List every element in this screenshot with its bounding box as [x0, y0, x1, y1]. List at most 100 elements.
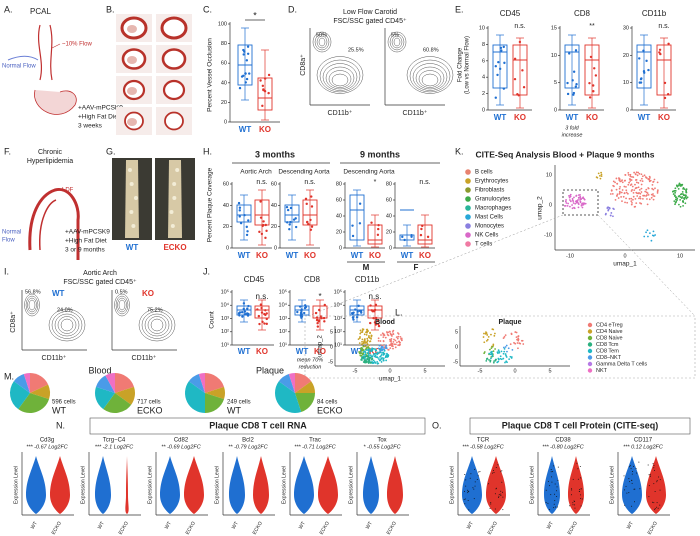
dot: [294, 225, 298, 229]
dot: [634, 501, 636, 503]
dot: [246, 307, 249, 310]
dot: [296, 310, 299, 314]
dot: [369, 354, 372, 357]
dot: [623, 475, 625, 477]
dot: [373, 310, 376, 313]
contour: [312, 31, 332, 53]
dot: [489, 507, 491, 509]
significance: *: [374, 179, 377, 186]
dot: [371, 355, 374, 358]
dot: [685, 197, 688, 200]
label: umap_2: [537, 196, 544, 220]
dot: [373, 321, 377, 324]
label: Normal: [2, 230, 21, 236]
dot: [632, 195, 635, 198]
dot: [500, 490, 502, 492]
violin: [26, 456, 46, 514]
group-label: KO: [259, 125, 271, 134]
dot: [608, 206, 611, 209]
dot: [554, 483, 556, 485]
dot: [369, 340, 372, 343]
dot: [246, 52, 250, 55]
dot: [261, 84, 265, 88]
dot: [612, 215, 614, 218]
pie-slice: [278, 373, 295, 393]
dot: [626, 192, 629, 195]
label: WT: [30, 521, 39, 531]
dot: [485, 359, 488, 362]
dot: [499, 355, 502, 358]
dot: [467, 492, 469, 494]
label: ~10% Flow: [62, 42, 93, 48]
dot: [574, 85, 578, 88]
label: Expression Level: [449, 466, 455, 504]
dot: [384, 336, 387, 339]
dot: [631, 201, 633, 204]
dot: [576, 462, 578, 464]
dot: [646, 229, 649, 232]
dot: [463, 499, 465, 501]
dot: [388, 330, 391, 333]
label: FSC/SSC gated CD45⁺: [63, 279, 137, 286]
dot: [363, 333, 366, 336]
dot: [656, 181, 659, 184]
dot: [577, 197, 580, 199]
dot: [596, 176, 599, 179]
shape: [584, 44, 600, 96]
group-label: KO: [658, 113, 670, 122]
pie-slice: [205, 386, 225, 400]
dot: [509, 343, 512, 346]
dot: [629, 180, 632, 182]
group-label: WT: [238, 251, 251, 260]
dot: [654, 187, 656, 190]
dot: [676, 199, 678, 202]
dot: [243, 213, 246, 217]
dot: [502, 45, 505, 49]
dot: [572, 70, 576, 73]
group-label: WT: [566, 113, 579, 122]
dot: [550, 468, 552, 470]
label: Expression Level: [80, 466, 86, 504]
dot: [569, 200, 572, 203]
dot: [500, 350, 503, 353]
label: T cells: [475, 242, 492, 248]
dot: [518, 342, 521, 345]
group-label: WT: [239, 125, 252, 134]
dot: [581, 498, 583, 500]
label: CD11b⁺: [42, 355, 67, 362]
dot: [403, 238, 406, 242]
dot: [633, 465, 635, 467]
significance: n.s.: [658, 23, 669, 30]
dot: [649, 474, 651, 476]
dot: [620, 196, 622, 198]
dot: [614, 198, 617, 201]
dot: [634, 183, 636, 186]
dot: [490, 502, 492, 504]
contour: [144, 313, 170, 337]
tick-label: 60: [271, 181, 277, 187]
dot: [370, 350, 372, 353]
dot: [390, 340, 392, 343]
contour: [27, 297, 37, 313]
dot: [304, 304, 307, 307]
dot: [172, 182, 177, 186]
dot: [522, 343, 525, 345]
dot: [495, 358, 497, 361]
dot: [647, 178, 650, 180]
group-label: WT: [296, 347, 309, 356]
dot: [572, 504, 574, 506]
dot: [465, 241, 471, 247]
dot: [310, 195, 313, 198]
dot: [647, 464, 649, 466]
dot: [358, 202, 362, 205]
contour: [114, 293, 130, 317]
label: +AAV-mPCSK9: [65, 229, 110, 236]
dot: [622, 195, 625, 198]
dot: [359, 352, 361, 355]
dot: [493, 334, 496, 337]
contour: [319, 59, 361, 93]
dot: [640, 173, 643, 176]
shape: [34, 89, 77, 115]
violin: [363, 456, 379, 514]
dot: [498, 494, 500, 496]
